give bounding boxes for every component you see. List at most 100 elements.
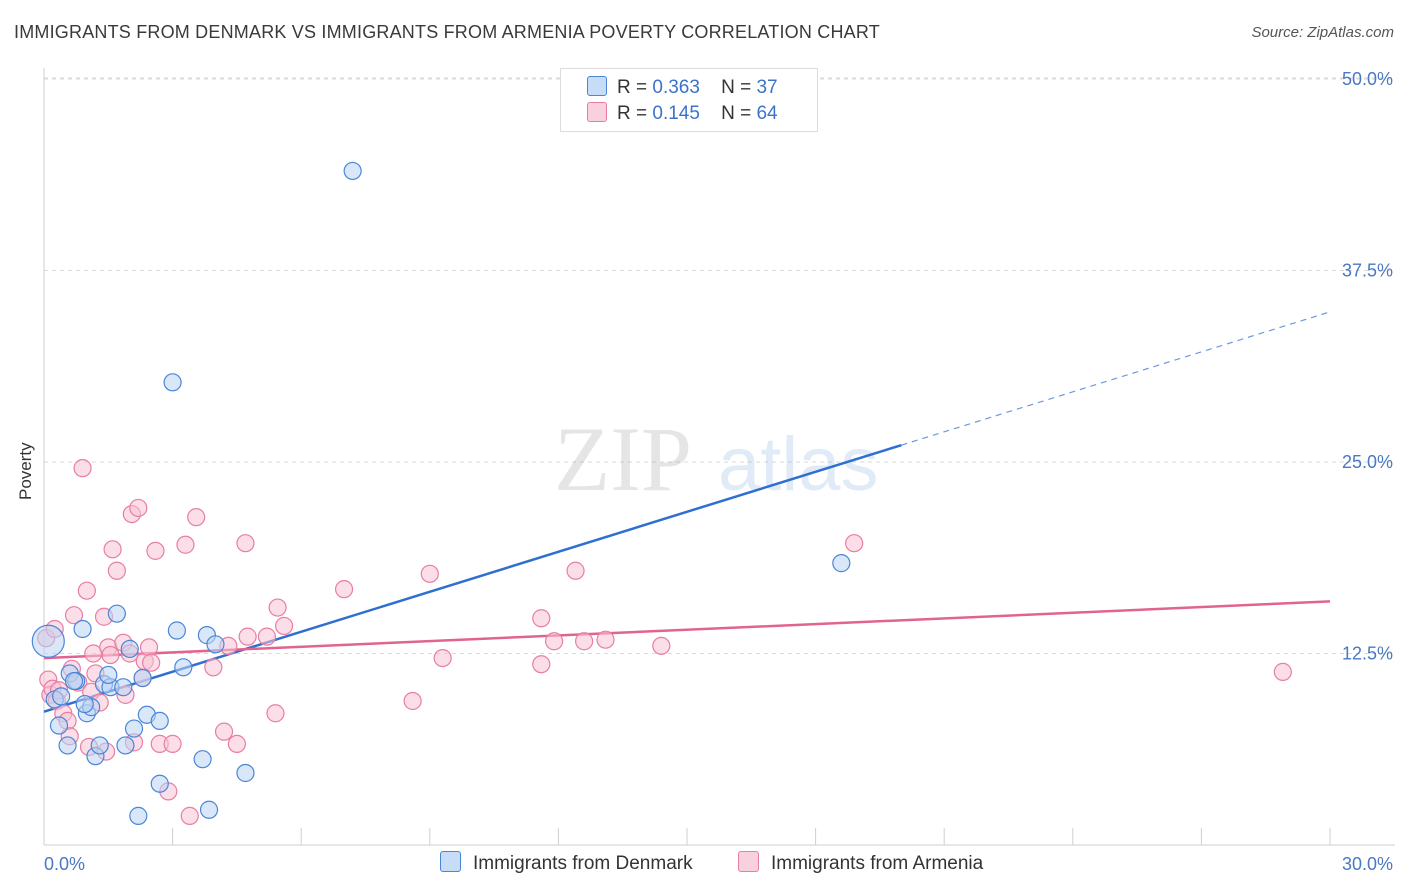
denmark-point xyxy=(75,694,94,714)
y-tick-label: 50.0% xyxy=(1342,69,1393,89)
bottom-legend-label-denmark: Immigrants from Denmark xyxy=(473,853,693,874)
armenia-point xyxy=(257,627,277,646)
armenia-point xyxy=(652,636,671,655)
armenia-point xyxy=(187,508,206,527)
legend-n-value: 37 xyxy=(756,77,778,98)
watermark: ZIP atlas xyxy=(554,408,879,510)
armenia-point xyxy=(575,632,594,651)
armenia-point xyxy=(403,691,422,711)
watermark-zip: ZIP xyxy=(554,408,692,510)
denmark-point xyxy=(206,635,225,654)
armenia-point xyxy=(532,655,551,674)
denmark-point xyxy=(64,671,84,691)
armenia-point xyxy=(180,806,199,825)
data-points xyxy=(31,161,1292,825)
bottom-legend-label-armenia: Immigrants from Armenia xyxy=(771,853,984,874)
armenia-point xyxy=(433,648,452,668)
legend-r-label: R = xyxy=(617,77,648,98)
denmark-point xyxy=(52,687,71,706)
armenia-point xyxy=(266,704,285,723)
armenia-point xyxy=(545,632,564,651)
y-tick-label: 25.0% xyxy=(1342,452,1393,472)
denmark-point xyxy=(107,604,126,623)
legend-n-value: 64 xyxy=(756,103,778,124)
bottom-legend-swatch-denmark xyxy=(440,851,461,872)
denmark-point xyxy=(31,624,65,658)
denmark-point xyxy=(133,668,152,688)
armenia-point xyxy=(420,564,439,583)
legend-n-label: N = xyxy=(721,103,752,124)
trend-line-denmark xyxy=(43,443,902,713)
denmark-point xyxy=(116,736,135,755)
grid-lines xyxy=(44,77,1395,654)
armenia-point xyxy=(566,561,585,580)
y-tick-label: 12.5% xyxy=(1342,644,1393,664)
legend-swatch-denmark xyxy=(587,76,607,96)
y-axis-title: Poverty xyxy=(16,442,35,500)
armenia-point xyxy=(64,606,84,625)
armenia-point xyxy=(146,541,165,560)
armenia-point xyxy=(227,734,246,753)
legend-row-armenia: R = 0.145 N = 64 xyxy=(587,102,778,126)
armenia-point xyxy=(596,630,615,649)
axes xyxy=(43,68,1395,846)
armenia-point xyxy=(139,638,159,657)
denmark-point xyxy=(114,678,133,697)
denmark-point xyxy=(120,639,139,659)
armenia-point xyxy=(107,561,126,580)
bottom-legend: Immigrants from Denmark Immigrants from … xyxy=(0,851,1406,879)
tick-labels: 12.5% 25.0% 37.5% 50.0% 0.0% 30.0% xyxy=(44,69,1393,874)
trend-lines xyxy=(43,311,1331,713)
armenia-point xyxy=(238,627,257,646)
denmark-point xyxy=(124,719,144,738)
armenia-point xyxy=(532,609,551,628)
denmark-point xyxy=(343,161,362,181)
denmark-point xyxy=(99,665,118,685)
legend-r-label: R = xyxy=(617,103,648,124)
bottom-legend-denmark: Immigrants from Denmark xyxy=(440,851,693,875)
denmark-point xyxy=(174,658,193,677)
legend-r-value: 0.363 xyxy=(652,77,700,98)
armenia-point xyxy=(73,459,92,478)
denmark-point xyxy=(167,621,186,640)
denmark-point xyxy=(58,736,77,755)
armenia-point xyxy=(103,540,122,559)
chart-source: Source: ZipAtlas.com xyxy=(1251,24,1394,41)
denmark-point xyxy=(199,800,219,819)
legend-n-label: N = xyxy=(721,77,752,98)
x-tick-label: 30.0% xyxy=(1342,854,1393,874)
armenia-point xyxy=(142,653,161,672)
denmark-point xyxy=(90,736,109,755)
denmark-point xyxy=(129,806,148,825)
legend-swatch-armenia xyxy=(587,102,607,122)
armenia-point xyxy=(268,598,287,617)
armenia-point xyxy=(163,734,182,753)
chart-title: IMMIGRANTS FROM DENMARK VS IMMIGRANTS FR… xyxy=(14,22,880,42)
armenia-point xyxy=(1273,662,1292,681)
trend-line-armenia xyxy=(43,600,1331,660)
denmark-point xyxy=(150,711,169,731)
bottom-legend-swatch-armenia xyxy=(738,851,759,872)
armenia-point xyxy=(129,498,148,518)
denmark-point xyxy=(49,716,69,735)
x-tick-label: 0.0% xyxy=(44,854,85,874)
armenia-point xyxy=(274,616,294,636)
denmark-point xyxy=(163,373,182,392)
legend-row-denmark: R = 0.363 N = 37 xyxy=(587,76,778,100)
armenia-point xyxy=(101,645,120,665)
legend: R = 0.363 N = 37 R = 0.145 N = 64 xyxy=(560,68,818,132)
y-tick-label: 37.5% xyxy=(1342,261,1393,281)
denmark-point xyxy=(73,619,92,639)
denmark-point xyxy=(832,554,851,573)
trend-line-extension xyxy=(901,311,1331,446)
bottom-legend-armenia: Immigrants from Armenia xyxy=(738,851,983,875)
armenia-point xyxy=(845,534,864,553)
armenia-point xyxy=(236,534,255,553)
legend-r-value: 0.145 xyxy=(652,103,700,124)
armenia-point xyxy=(204,658,223,677)
armenia-point xyxy=(214,722,234,741)
armenia-point xyxy=(334,580,354,599)
denmark-point xyxy=(193,750,212,769)
denmark-point xyxy=(150,774,169,793)
